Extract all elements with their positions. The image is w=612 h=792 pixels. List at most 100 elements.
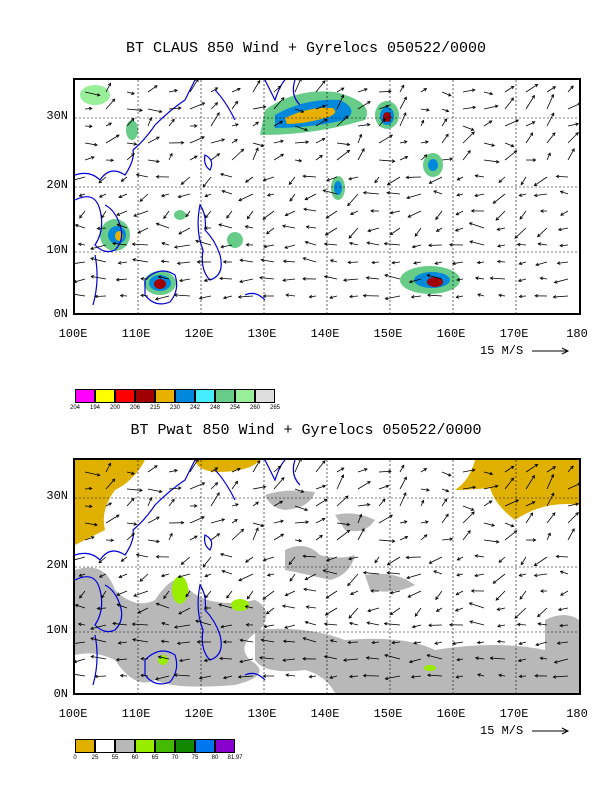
wind-arrowhead — [534, 83, 539, 88]
wind-arrow — [286, 294, 296, 297]
wind-arrow — [492, 193, 506, 204]
legend-label: 215 — [149, 405, 160, 411]
wind-arrow — [348, 607, 359, 619]
wind-arrow — [336, 87, 344, 93]
wind-arrow — [289, 193, 296, 202]
wind-arrowhead — [203, 658, 208, 662]
wind-arrowhead — [158, 489, 163, 494]
wind-arrow — [231, 481, 238, 490]
wind-arrow — [161, 573, 170, 577]
wind-arrow — [105, 122, 112, 127]
wind-arrow — [98, 556, 107, 564]
wind-arrowhead — [177, 106, 182, 110]
wind-arrow — [315, 518, 326, 524]
wind-arrow — [546, 512, 556, 524]
wind-arrow — [385, 675, 401, 680]
wind-arrow — [560, 590, 569, 596]
wind-arrow — [304, 573, 317, 580]
wind-arrowhead — [262, 177, 267, 182]
wind-arrowhead — [304, 127, 309, 132]
wind-arrowhead — [468, 602, 473, 606]
wind-arrowhead — [575, 512, 579, 516]
wind-arrow — [185, 590, 191, 597]
wind-arrowhead — [557, 227, 562, 232]
wind-arrowhead — [559, 190, 564, 194]
wind-arrowhead — [449, 157, 454, 161]
wind-arrow — [210, 102, 218, 110]
wind-arrowhead — [517, 278, 522, 283]
wind-arrowhead — [371, 260, 375, 265]
wind-arrowhead — [455, 295, 460, 299]
wind-arrowhead — [88, 486, 93, 491]
wind-arrow — [273, 477, 285, 490]
wind-arrow — [315, 155, 323, 161]
wind-arrow — [267, 573, 275, 576]
wind-arrowhead — [365, 656, 370, 660]
wind-arrow — [226, 590, 233, 599]
legend-label: 55 — [111, 755, 119, 761]
wind-arrowhead — [407, 214, 412, 218]
wind-arrow — [420, 500, 424, 507]
wind-arrowhead — [518, 573, 523, 577]
wind-arrowhead — [319, 534, 323, 539]
wind-arrow — [126, 91, 135, 95]
wind-arrowhead — [120, 178, 125, 182]
wind-arrow — [434, 641, 443, 645]
wind-arrowhead — [408, 279, 413, 284]
wind-arrowhead — [346, 142, 351, 147]
wind-arrowhead — [90, 637, 94, 641]
wind-arrow — [84, 142, 98, 146]
lon-label: 110E — [121, 707, 151, 721]
wind-arrow — [147, 136, 160, 144]
wind-arrowhead — [445, 513, 449, 518]
legend-swatch — [75, 739, 95, 753]
wind-arrowhead — [468, 222, 473, 226]
wind-arrow — [525, 84, 538, 93]
wind-arrow — [147, 159, 160, 163]
wind-arrowhead — [474, 573, 478, 578]
wind-arrowhead — [304, 576, 309, 581]
wind-arrowhead — [435, 596, 439, 601]
wind-arrow — [252, 460, 261, 473]
wind-arrow — [126, 118, 135, 127]
wind-arrowhead — [101, 594, 105, 599]
wind-arrow — [304, 193, 317, 200]
cloud-shading — [80, 85, 460, 295]
wind-arrow — [261, 259, 275, 263]
wind-arrowhead — [234, 519, 238, 523]
wind-arrowhead — [348, 621, 353, 626]
wind-arrow — [420, 468, 427, 473]
wind-arrowhead — [426, 293, 431, 298]
wind-arrowhead — [411, 244, 416, 249]
wind-arrowhead — [433, 570, 437, 574]
wind-arrow — [294, 505, 308, 511]
wind-arrowhead — [196, 260, 201, 264]
wind-arrowhead — [180, 140, 185, 145]
wind-arrowhead — [433, 190, 437, 194]
wind-arrow — [245, 225, 254, 229]
wind-arrow — [519, 193, 527, 197]
wind-arrowhead — [78, 573, 83, 577]
wind-arrowhead — [553, 660, 558, 664]
wind-arrow — [514, 227, 527, 239]
wind-arrow — [259, 657, 275, 660]
wind-arrow — [315, 118, 328, 127]
wind-arrowhead — [107, 462, 112, 467]
wind-arrow — [534, 176, 548, 186]
wind-arrowhead — [495, 217, 500, 221]
lon-label: 120E — [184, 707, 214, 721]
wind-arrow — [469, 241, 485, 246]
wind-arrow — [189, 80, 199, 93]
wind-arrowhead — [383, 241, 388, 246]
wind-arrowhead — [255, 501, 259, 505]
wind-arrowhead — [131, 497, 135, 502]
wind-arrow — [456, 658, 464, 661]
lat-label-10n: 10N — [46, 243, 68, 257]
wind-arrowhead — [428, 560, 433, 564]
wind-arrowhead — [413, 641, 417, 645]
wind-arrow — [273, 520, 284, 524]
wind-arrowhead — [518, 261, 523, 266]
reference-speed: 15 M/S — [480, 344, 524, 358]
wind-arrowhead — [259, 656, 263, 660]
wind-arrowhead — [532, 158, 537, 162]
